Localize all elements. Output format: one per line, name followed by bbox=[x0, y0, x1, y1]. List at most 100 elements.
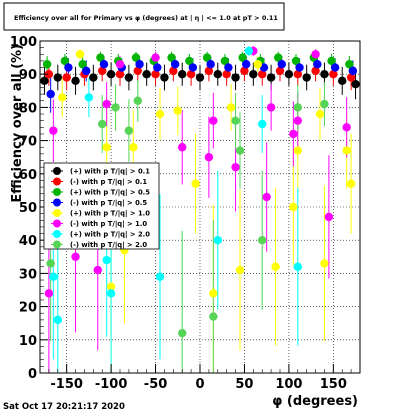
data-point-series-2 bbox=[274, 53, 283, 62]
data-point-series-1 bbox=[133, 66, 142, 76]
data-point-series-6 bbox=[106, 289, 116, 298]
data-point-series-4 bbox=[155, 109, 165, 119]
data-point-series-0 bbox=[351, 79, 360, 89]
data-point-series-7 bbox=[133, 96, 142, 105]
data-point-series-1 bbox=[311, 66, 320, 76]
data-point-series-5 bbox=[93, 265, 102, 275]
data-point-series-0 bbox=[53, 73, 62, 82]
data-point-series-1 bbox=[186, 70, 196, 79]
data-point-series-1 bbox=[151, 70, 160, 79]
data-point-series-4 bbox=[271, 262, 280, 271]
data-point-series-2 bbox=[291, 56, 301, 66]
data-point-series-0 bbox=[106, 70, 116, 79]
data-point-series-3 bbox=[170, 60, 180, 69]
y-tick-label: 10 bbox=[19, 334, 37, 349]
data-point-series-1 bbox=[115, 70, 125, 79]
data-point-series-5 bbox=[293, 116, 302, 125]
x-tick-label: -150 bbox=[50, 377, 83, 392]
chart-title: Efficiency over all for Primary vs φ (de… bbox=[14, 14, 278, 23]
data-point-series-0 bbox=[71, 76, 80, 86]
data-point-series-5 bbox=[262, 192, 271, 202]
y-tick-label: 30 bbox=[19, 267, 37, 282]
data-point-series-2 bbox=[185, 56, 194, 66]
legend-label: (-) with p T/|q| > 0.1 bbox=[70, 178, 147, 187]
axis-tick-labels: 0 10 20 30 40 50 60 70 80 90 100 -150 -100 -50 0 50 100 1… bbox=[10, 35, 347, 392]
data-point-series-4 bbox=[75, 50, 85, 59]
data-point-series-0 bbox=[320, 70, 329, 79]
y-tick-label: 80 bbox=[19, 101, 37, 116]
data-point-series-2 bbox=[327, 56, 336, 66]
data-point-series-4 bbox=[235, 265, 245, 275]
data-point-series-3 bbox=[64, 63, 73, 72]
data-point-series-4 bbox=[346, 179, 356, 188]
data-point-series-4 bbox=[226, 103, 236, 112]
data-point-series-3 bbox=[277, 60, 286, 69]
data-point-series-6 bbox=[155, 272, 165, 281]
data-point-series-0 bbox=[284, 70, 294, 79]
data-point-series-3 bbox=[348, 66, 358, 76]
data-point-series-5 bbox=[266, 103, 276, 112]
data-point-series-7 bbox=[178, 328, 187, 338]
y-tick-label: 20 bbox=[19, 301, 37, 316]
data-point-series-3 bbox=[313, 60, 322, 69]
data-point-series-1 bbox=[240, 66, 249, 76]
data-point-series-6 bbox=[102, 255, 111, 265]
data-point-series-3 bbox=[295, 63, 304, 72]
data-point-series-1 bbox=[275, 66, 285, 76]
data-point-series-5 bbox=[231, 162, 240, 172]
data-point-series-3 bbox=[82, 66, 91, 76]
data-point-series-1 bbox=[222, 70, 231, 79]
data-point-series-3 bbox=[153, 63, 162, 72]
data-point-series-7 bbox=[209, 312, 218, 321]
y-tick-label: 40 bbox=[19, 234, 37, 249]
data-point-series-3 bbox=[188, 63, 198, 72]
data-point-series-1 bbox=[62, 73, 71, 82]
data-point-series-6 bbox=[53, 315, 62, 325]
data-point-series-6 bbox=[84, 93, 94, 102]
data-point-series-7 bbox=[231, 116, 240, 125]
data-point-series-7 bbox=[235, 146, 245, 155]
data-point-series-7 bbox=[98, 119, 107, 129]
data-point-series-5 bbox=[44, 289, 54, 298]
data-point-series-0 bbox=[40, 76, 49, 86]
data-point-series-2 bbox=[167, 53, 176, 62]
data-point-series-4 bbox=[293, 146, 302, 155]
data-point-series-5 bbox=[342, 123, 351, 132]
data-point-series-4 bbox=[315, 109, 325, 119]
data-point-series-1 bbox=[329, 70, 338, 79]
data-point-series-0 bbox=[160, 73, 169, 82]
data-point-series-1 bbox=[346, 73, 356, 82]
data-point-series-1 bbox=[44, 70, 54, 79]
timestamp: Sat Oct 17 20:21:17 2020 bbox=[3, 402, 125, 412]
data-point-series-4 bbox=[289, 202, 298, 212]
data-point-series-0 bbox=[213, 70, 222, 79]
data-point-series-7 bbox=[46, 259, 55, 268]
legend-label: (+) with p T/|q| > 1.0 bbox=[70, 210, 150, 219]
data-point-series-2 bbox=[220, 56, 230, 66]
data-point-series-7 bbox=[124, 126, 134, 135]
data-point-series-1 bbox=[204, 66, 214, 76]
y-tick-label: 100 bbox=[10, 35, 37, 50]
legend: (+) with p T/|q| > 0.1(-) with p T/|q| >… bbox=[51, 167, 150, 250]
data-point-series-5 bbox=[209, 116, 218, 125]
data-point-series-5 bbox=[115, 60, 125, 69]
data-point-series-0 bbox=[338, 76, 347, 86]
data-point-series-5 bbox=[204, 153, 214, 162]
y-tick-label: 0 bbox=[28, 367, 37, 382]
data-point-series-3 bbox=[135, 60, 144, 69]
data-point-series-2 bbox=[345, 60, 354, 69]
data-point-series-3 bbox=[46, 89, 55, 99]
data-point-series-1 bbox=[169, 66, 178, 76]
data-point-series-2 bbox=[60, 56, 70, 66]
data-point-series-6 bbox=[49, 272, 58, 281]
data-points bbox=[40, 46, 360, 338]
legend-label: (-) with p T/|q| > 1.0 bbox=[70, 220, 147, 229]
data-point-series-0 bbox=[302, 73, 311, 82]
y-tick-label: 90 bbox=[19, 68, 37, 83]
data-point-series-2 bbox=[42, 60, 52, 69]
y-tick-label: 50 bbox=[19, 201, 37, 216]
data-point-series-7 bbox=[293, 103, 302, 112]
data-point-series-4 bbox=[253, 60, 262, 69]
axis-ticks bbox=[40, 40, 352, 374]
legend-label: (+) with p T/|q| > 2.0 bbox=[70, 231, 150, 240]
